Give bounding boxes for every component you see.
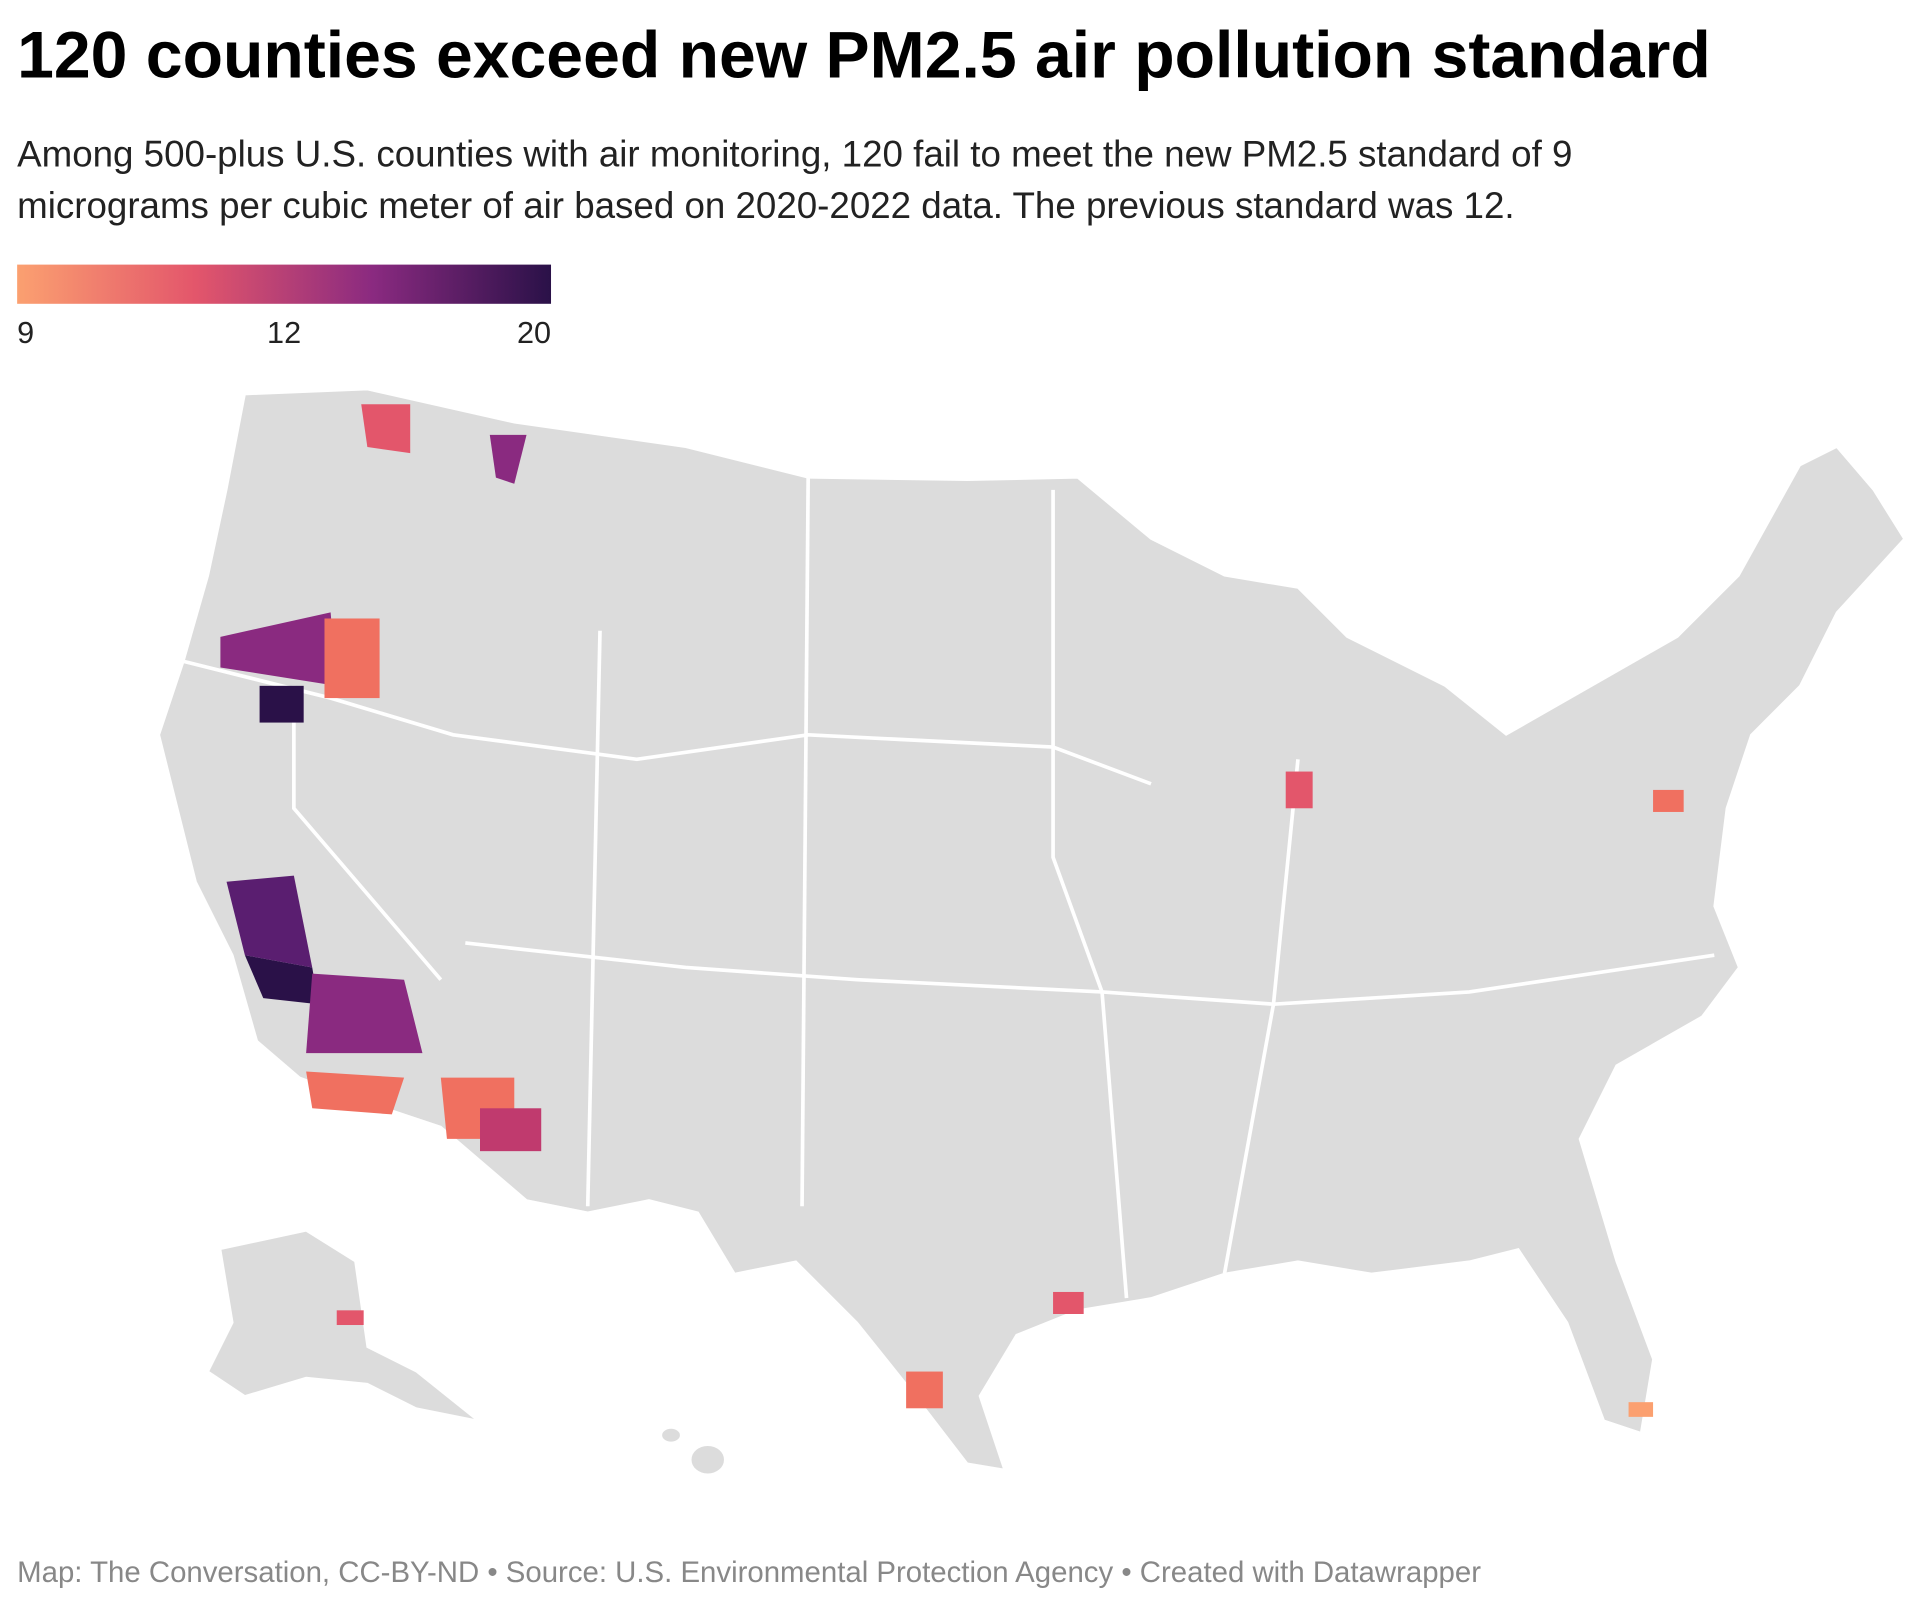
county-highlight <box>489 434 527 484</box>
county-highlight <box>1628 1402 1654 1417</box>
legend-gradient <box>17 264 552 304</box>
county-highlight <box>220 612 337 686</box>
subtitle-line: Among 500-plus U.S. counties with air mo… <box>17 134 1572 175</box>
subtitle-line: micrograms per cubic meter of air based … <box>17 185 1514 226</box>
legend-tick-label: 20 <box>517 316 551 350</box>
state-border <box>585 630 602 1207</box>
state-border <box>292 685 443 981</box>
county-highlight <box>906 1371 943 1409</box>
county-highlight <box>244 955 319 1005</box>
county-highlight <box>259 685 304 723</box>
county-highlight <box>1053 1291 1084 1314</box>
county-highlight <box>361 404 411 454</box>
county-highlight <box>324 618 380 699</box>
title: 120 counties exceed new PM2.5 air pollut… <box>17 18 1711 92</box>
county-highlight <box>336 1310 364 1326</box>
map <box>158 388 1906 1476</box>
legend-tick-label: 12 <box>267 316 301 350</box>
county-highlight <box>1285 771 1313 809</box>
contiguous-us <box>158 388 1906 1471</box>
hawaii <box>689 1444 726 1476</box>
hawaii <box>660 1426 682 1444</box>
legend-ticks: 9 12 20 <box>17 316 551 350</box>
legend-tick-label: 9 <box>17 316 34 350</box>
county-highlight <box>1653 789 1684 812</box>
state-border <box>1051 489 1129 1299</box>
county-highlight <box>306 1071 405 1115</box>
county-highlight <box>306 973 423 1054</box>
alaska <box>206 1229 479 1422</box>
state-border <box>800 477 810 1207</box>
footer: Map: The Conversation, CC-BY-ND • Source… <box>17 1556 1481 1589</box>
county-highlight <box>480 1108 542 1152</box>
state-border <box>1222 759 1300 1274</box>
county-highlight <box>226 875 313 968</box>
